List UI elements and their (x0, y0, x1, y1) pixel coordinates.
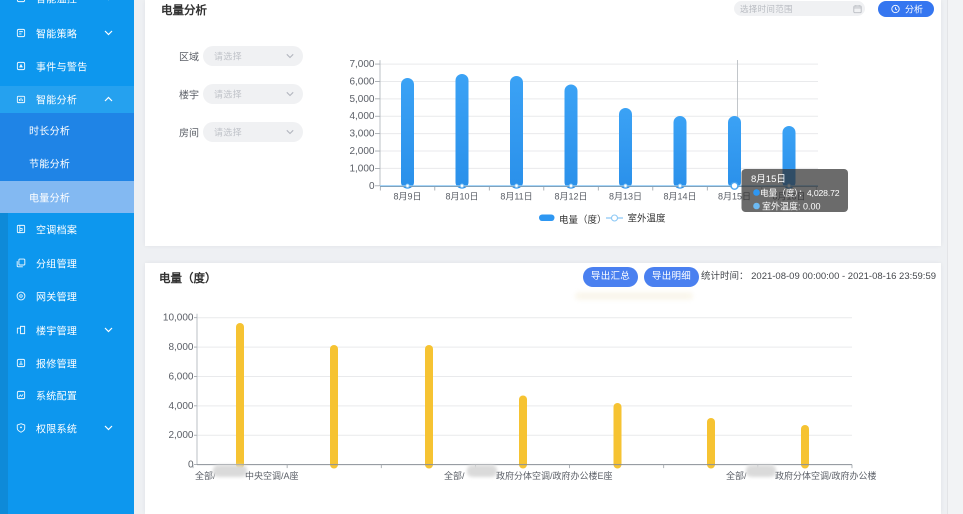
svg-text:8月11日: 8月11日 (500, 192, 532, 202)
svg-text:6,000: 6,000 (168, 371, 193, 382)
svg-text:6,000: 6,000 (349, 76, 374, 87)
svg-text:电量（度）：4,028.72: 电量（度）：4,028.72 (760, 187, 840, 198)
svg-text:中央空调/A座: 中央空调/A座 (245, 470, 299, 481)
svg-text:0: 0 (188, 460, 194, 471)
svg-text:室外温度: 室外温度 (628, 213, 667, 225)
svg-text:8月15日: 8月15日 (718, 192, 751, 202)
svg-text:0: 0 (369, 181, 375, 192)
svg-text:8月9日: 8月9日 (393, 192, 421, 202)
svg-text:政府分体空调/政府办公楼E座: 政府分体空调/政府办公楼E座 (496, 470, 613, 481)
svg-text:4,000: 4,000 (168, 401, 193, 412)
svg-text:8,000: 8,000 (168, 342, 193, 353)
svg-text:7,000: 7,000 (349, 59, 374, 70)
svg-text:8月14日: 8月14日 (663, 192, 696, 202)
svg-text:2,000: 2,000 (168, 430, 193, 441)
svg-text:5,000: 5,000 (349, 94, 374, 105)
svg-text:全部/: 全部/ (195, 470, 216, 481)
svg-text:3,000: 3,000 (349, 129, 374, 140)
svg-text:全部/: 全部/ (444, 470, 465, 481)
svg-text:1,000: 1,000 (349, 163, 374, 174)
svg-text:8月10日: 8月10日 (445, 192, 478, 202)
svg-text:室外温度: 0.00: 室外温度: 0.00 (762, 201, 821, 212)
svg-text:全部/: 全部/ (726, 470, 747, 481)
svg-text:10,000: 10,000 (163, 313, 194, 324)
svg-text:政府分体空调/政府办公楼: 政府分体空调/政府办公楼 (775, 470, 877, 481)
svg-text:8月12日: 8月12日 (554, 192, 587, 202)
svg-text:电量（度）: 电量（度） (559, 214, 607, 226)
svg-text:2,000: 2,000 (349, 146, 374, 157)
svg-text:8月13日: 8月13日 (609, 192, 642, 202)
svg-text:4,000: 4,000 (349, 111, 374, 122)
svg-text:8月15日: 8月15日 (751, 174, 786, 185)
